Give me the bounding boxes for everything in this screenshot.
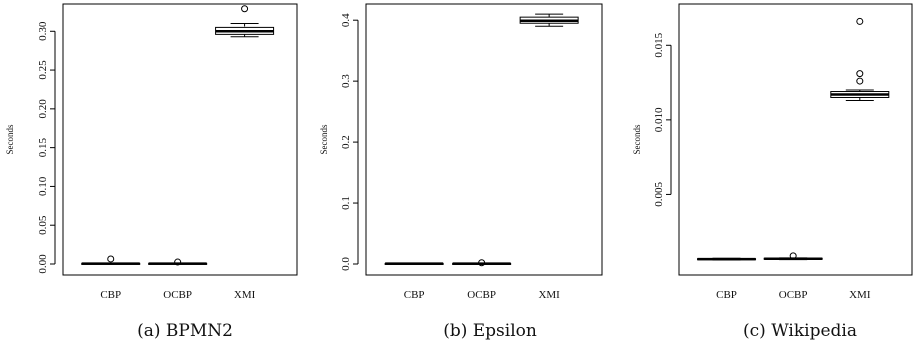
panel-caption: (b) Epsilon — [443, 321, 537, 341]
y-tick-label: 0.4 — [340, 13, 352, 27]
outlier-point — [241, 5, 249, 13]
panel-wikipedia: 0.005 0.010 0.015 Seconds CBP OCBP XMI (c) Wiki… — [632, 3, 913, 341]
box-xmi — [830, 17, 890, 101]
plot-frame — [62, 3, 298, 276]
y-tick-label: 0.0 — [340, 257, 352, 271]
panel-epsilon: 0.0 0.1 0.2 0.3 0.4 Seconds CBP OCBP XMI (b) Epsi… — [319, 3, 603, 341]
box-ocbp — [763, 252, 823, 261]
y-axis-title: Seconds — [319, 124, 329, 154]
y-tick-label: 0.10 — [37, 176, 49, 196]
y-tick-label: 0.30 — [37, 21, 49, 41]
plot-frame — [365, 3, 603, 276]
box-ocbp — [148, 258, 208, 266]
outlier-point — [856, 70, 864, 78]
box-xmi — [215, 5, 275, 38]
x-category-label: XMI — [538, 289, 560, 301]
y-tick-label: 0.05 — [37, 215, 49, 235]
box-ocbp — [452, 259, 512, 267]
y-tick-label: 0.015 — [653, 32, 665, 57]
x-category-label: CBP — [100, 289, 121, 301]
box-cbp — [697, 257, 757, 261]
box-xmi — [519, 13, 579, 27]
x-category-label: XMI — [849, 289, 871, 301]
y-tick-label: 0.010 — [653, 107, 665, 132]
outlier-point — [174, 258, 182, 266]
panel-bpmn2: 0.00 0.05 0.10 0.15 0.20 0.25 0.30 Seconds CBP OC… — [5, 3, 298, 341]
y-tick-label: 0.20 — [37, 99, 49, 119]
y-tick-label: 0.2 — [340, 135, 352, 149]
box-cbp — [384, 262, 444, 265]
x-category-label: XMI — [234, 289, 256, 301]
outlier-point — [856, 17, 864, 25]
plot-frame — [678, 3, 913, 276]
x-category-label: OCBP — [163, 289, 192, 301]
y-tick-label: 0.1 — [340, 196, 352, 210]
panel-caption: (c) Wikipedia — [743, 321, 857, 341]
outlier-point — [856, 77, 864, 85]
x-category-label: CBP — [404, 289, 425, 301]
y-tick-label: 0.00 — [37, 254, 49, 274]
panel-caption: (a) BPMN2 — [137, 321, 233, 341]
y-tick-label: 0.005 — [653, 182, 665, 207]
y-axis-title: Seconds — [632, 124, 642, 154]
outlier-point — [107, 255, 115, 263]
y-tick-label: 0.25 — [37, 60, 49, 80]
outlier-point — [789, 252, 797, 260]
outlier-point — [478, 259, 486, 267]
y-tick-label: 0.15 — [37, 138, 49, 158]
box-cbp — [81, 255, 141, 265]
y-axis-title: Seconds — [5, 124, 15, 154]
x-category-label: CBP — [716, 289, 737, 301]
x-category-label: OCBP — [467, 289, 496, 301]
x-category-label: OCBP — [779, 289, 808, 301]
y-tick-label: 0.3 — [340, 74, 352, 88]
